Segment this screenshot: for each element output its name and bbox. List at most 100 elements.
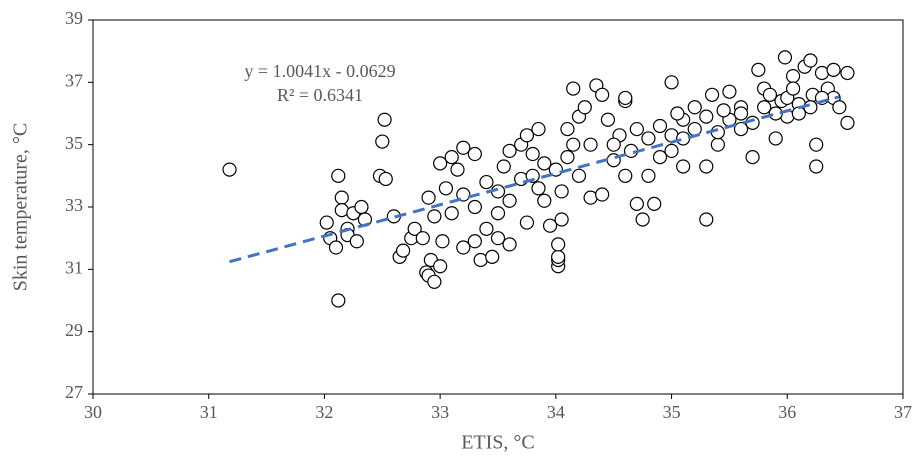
data-point <box>826 62 841 77</box>
data-point <box>542 218 558 233</box>
data-point <box>331 293 346 308</box>
trendline-equation: y = 1.0041x - 0.0629 <box>244 61 395 81</box>
data-point <box>496 159 511 174</box>
data-point <box>354 199 369 215</box>
data-point <box>377 112 392 127</box>
data-point <box>710 137 725 152</box>
data-point <box>699 109 714 124</box>
data-point <box>722 84 737 99</box>
data-point <box>676 131 691 146</box>
data-point <box>450 162 465 177</box>
data-point <box>716 103 731 118</box>
data-point <box>757 100 772 115</box>
data-point <box>840 115 855 130</box>
data-point <box>479 174 494 190</box>
data-point <box>519 215 535 230</box>
data-point <box>396 243 411 258</box>
data-point <box>606 137 621 152</box>
data-point <box>785 68 801 84</box>
data-point <box>473 252 488 268</box>
r-squared: R² = 0.6341 <box>277 85 363 105</box>
x-axis-label: ETIS, °C <box>461 432 535 454</box>
data-point <box>433 156 448 171</box>
data-point <box>531 181 546 196</box>
data-point <box>751 62 766 77</box>
data-point <box>777 50 793 65</box>
data-point <box>444 150 459 165</box>
data-point <box>328 240 344 255</box>
data-point <box>485 249 500 264</box>
data-point <box>699 159 714 174</box>
x-tick-label: 35 <box>663 402 681 422</box>
data-point <box>456 140 471 155</box>
data-point <box>687 100 702 115</box>
data-point <box>427 274 442 289</box>
data-point <box>745 150 760 165</box>
data-point <box>595 187 610 202</box>
data-point <box>733 121 749 137</box>
data-point <box>577 100 592 115</box>
y-tick-label: 31 <box>65 257 83 277</box>
data-point <box>375 134 390 149</box>
data-point <box>699 212 714 227</box>
data-point <box>652 118 668 134</box>
data-point <box>502 143 517 158</box>
data-point <box>525 146 540 162</box>
data-point <box>222 162 237 177</box>
data-point <box>571 168 587 183</box>
data-point <box>629 121 644 137</box>
data-point <box>467 146 482 162</box>
y-tick-label: 37 <box>65 70 83 90</box>
x-tick-label: 31 <box>200 402 218 422</box>
data-point <box>537 156 552 171</box>
trendline <box>229 95 840 264</box>
data-point <box>435 234 450 249</box>
data-point <box>832 100 847 115</box>
x-tick-label: 37 <box>894 402 912 422</box>
data-point <box>467 199 482 215</box>
data-point <box>537 193 552 208</box>
data-point <box>647 196 662 211</box>
data-point <box>840 65 855 81</box>
data-point <box>554 212 569 227</box>
data-point <box>456 187 471 202</box>
data-point <box>554 184 569 199</box>
data-point <box>334 190 349 205</box>
data-point <box>319 215 334 230</box>
data-point <box>733 106 749 121</box>
data-point <box>467 234 482 249</box>
data-point <box>479 221 494 236</box>
data-point <box>349 234 364 249</box>
data-point <box>560 150 575 165</box>
data-point <box>600 112 616 127</box>
data-point <box>664 143 679 158</box>
data-point <box>641 131 656 146</box>
data-point <box>583 137 598 152</box>
data-point <box>456 240 471 255</box>
data-point <box>427 209 442 224</box>
x-tick-label: 32 <box>315 402 333 422</box>
data-point <box>785 81 801 96</box>
data-point <box>551 237 566 252</box>
y-tick-label: 29 <box>65 320 83 340</box>
data-point <box>664 75 679 90</box>
data-point <box>433 259 448 274</box>
x-tick-label: 36 <box>778 402 796 422</box>
data-point <box>444 206 459 221</box>
data-point <box>704 87 720 102</box>
data-point <box>768 131 783 146</box>
x-tick-label: 30 <box>84 402 102 422</box>
data-point <box>652 150 668 165</box>
x-tick-label: 33 <box>431 402 449 422</box>
data-point <box>595 87 610 102</box>
data-point <box>803 53 818 68</box>
data-point <box>334 203 349 218</box>
data-point <box>502 193 517 208</box>
data-point <box>421 190 436 205</box>
data-point <box>635 212 650 227</box>
x-tick-label: 34 <box>547 402 565 422</box>
data-point <box>490 206 506 221</box>
data-point <box>407 221 422 236</box>
y-tick-label: 27 <box>65 382 83 402</box>
